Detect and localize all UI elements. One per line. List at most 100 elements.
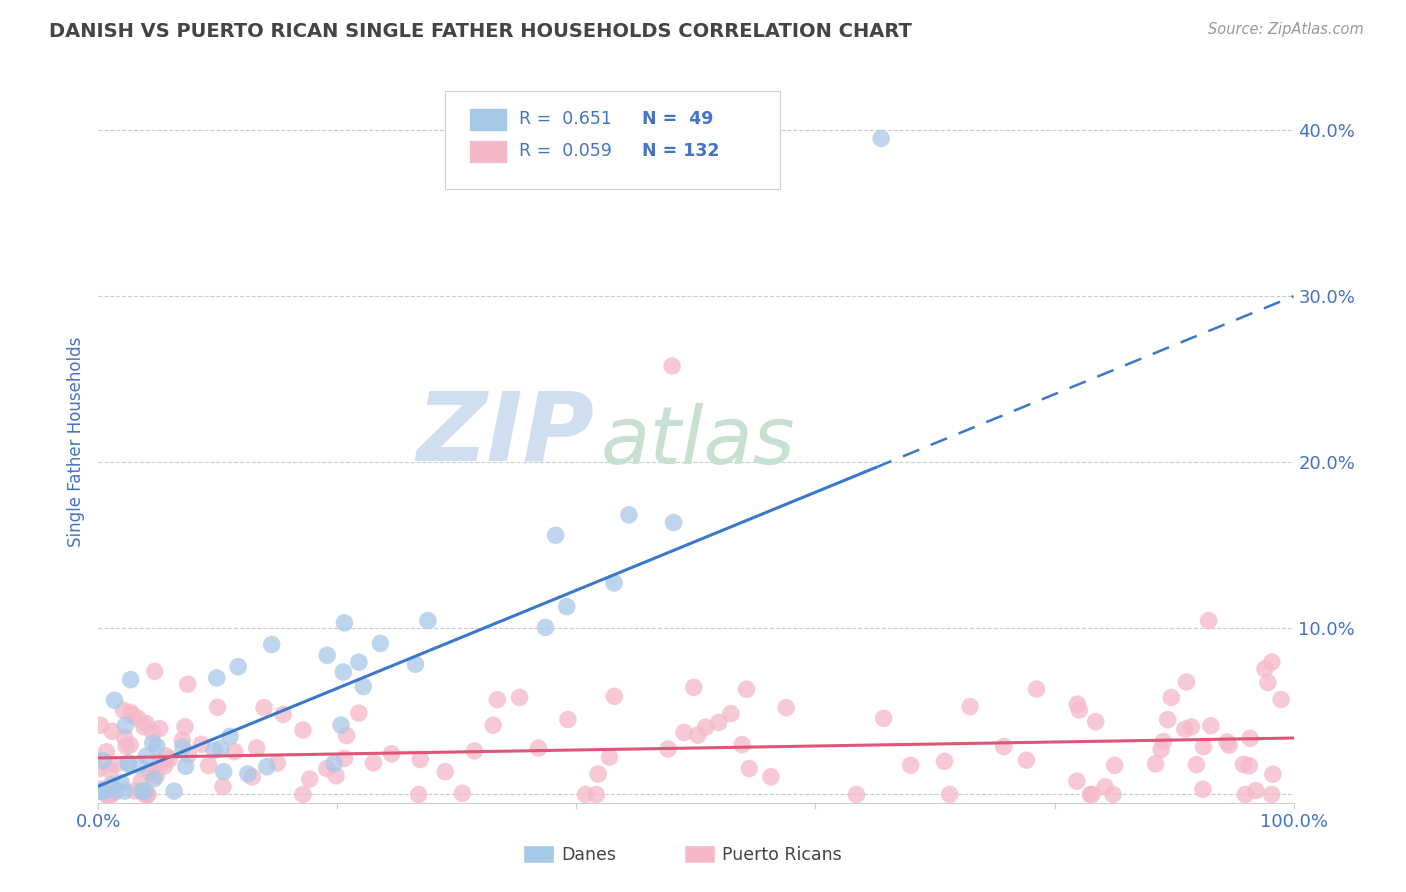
Point (585, 788, 607, 802)
Point (240, 770, 263, 784)
Point (1261, 655, 1284, 669)
Point (333, 615, 356, 630)
Point (603, 690, 626, 704)
Point (117, 757, 139, 772)
Point (1066, 774, 1088, 789)
Point (1094, 780, 1116, 794)
Point (1152, 734, 1174, 748)
Point (673, 725, 696, 739)
Point (246, 740, 269, 755)
Point (136, 788, 159, 802)
Point (1015, 753, 1038, 767)
Point (219, 730, 242, 744)
Point (89, 718, 111, 732)
FancyBboxPatch shape (446, 91, 780, 189)
Point (149, 722, 172, 736)
Point (1198, 614, 1220, 628)
Point (408, 788, 430, 802)
Point (98, 763, 121, 777)
Point (586, 767, 609, 781)
Point (1239, 731, 1261, 746)
Point (870, 131, 893, 145)
Point (707, 715, 730, 730)
Point (335, 729, 357, 743)
Point (872, 711, 894, 725)
Point (1232, 757, 1254, 772)
Point (131, 784, 153, 798)
Point (292, 788, 315, 802)
Point (172, 740, 194, 755)
Point (190, 738, 212, 752)
Point (136, 788, 159, 802)
Point (934, 754, 956, 768)
Point (1185, 757, 1208, 772)
Point (330, 718, 353, 732)
Point (145, 768, 167, 782)
Point (381, 747, 404, 761)
Point (332, 665, 354, 679)
Point (603, 575, 626, 590)
Point (139, 763, 162, 777)
Point (131, 774, 153, 789)
Point (253, 700, 276, 714)
Point (555, 599, 578, 614)
Point (738, 762, 761, 776)
Point (142, 736, 165, 750)
Point (128, 758, 150, 772)
Text: ZIP: ZIP (416, 388, 595, 481)
Point (1150, 742, 1173, 756)
Point (1270, 692, 1292, 706)
Point (209, 741, 232, 756)
Point (87, 762, 110, 776)
Point (120, 673, 142, 687)
Point (720, 706, 742, 721)
Point (527, 741, 550, 756)
Point (347, 706, 370, 720)
Bar (470, 140, 508, 163)
Point (121, 708, 143, 723)
Point (291, 723, 314, 737)
Point (486, 692, 509, 706)
Point (159, 752, 181, 766)
Point (416, 614, 439, 628)
Point (132, 720, 155, 734)
Text: Source: ZipAtlas.com: Source: ZipAtlas.com (1208, 22, 1364, 37)
Point (1156, 713, 1178, 727)
Point (120, 738, 142, 752)
Point (177, 677, 200, 691)
Text: N =  49: N = 49 (643, 110, 714, 128)
Point (224, 745, 246, 759)
Point (661, 359, 683, 373)
Point (409, 752, 432, 766)
Text: N = 132: N = 132 (643, 142, 720, 160)
Point (120, 706, 142, 720)
Point (993, 739, 1015, 754)
Point (134, 784, 156, 798)
Point (695, 720, 717, 734)
Point (90, 782, 112, 797)
Bar (470, 108, 508, 131)
Point (174, 759, 197, 773)
Point (1174, 722, 1197, 736)
Point (1180, 720, 1202, 734)
Point (557, 713, 579, 727)
Point (323, 756, 346, 771)
Point (938, 788, 960, 802)
Point (104, 757, 127, 772)
Point (89, 784, 111, 798)
Point (434, 764, 457, 779)
Point (1257, 675, 1279, 690)
Point (1104, 758, 1126, 772)
Point (1216, 735, 1239, 749)
Point (124, 784, 146, 798)
Point (298, 772, 321, 786)
Point (114, 784, 136, 798)
Point (599, 750, 621, 764)
Point (1084, 714, 1107, 729)
Point (731, 738, 754, 752)
Point (104, 784, 127, 798)
Point (352, 680, 374, 694)
Point (226, 659, 249, 673)
Point (575, 788, 598, 802)
Point (1192, 739, 1215, 754)
